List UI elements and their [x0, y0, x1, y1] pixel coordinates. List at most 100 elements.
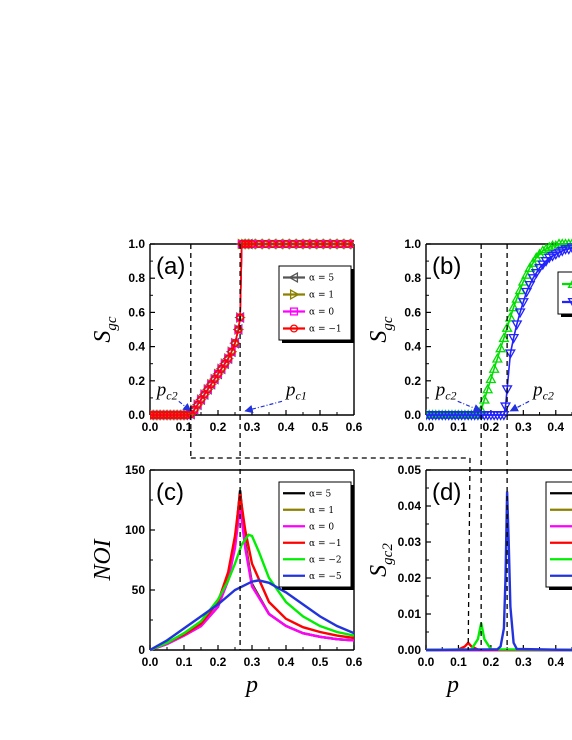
data-point	[230, 339, 240, 348]
data-point	[527, 274, 539, 284]
x-tick-label: 0.0	[418, 420, 435, 434]
series-line	[150, 493, 354, 652]
annotation-sub: c2	[543, 388, 554, 402]
annotation-label: pc2	[434, 379, 457, 402]
y-tick-label: 0.00	[398, 643, 422, 657]
x-tick-label: 0.3	[515, 655, 532, 669]
legend-label: α= 5	[309, 489, 331, 499]
y-tick-label: 0.6	[404, 305, 421, 319]
y-axis-label-sub: gc2	[380, 543, 396, 565]
series-line	[150, 533, 354, 652]
legend-label: α = 5	[309, 274, 334, 284]
series-line	[150, 243, 354, 416]
legend-marker	[289, 324, 299, 333]
y-axis-label-main: S	[90, 331, 116, 343]
x-tick-label: 0.1	[176, 655, 193, 669]
legend-marker	[289, 288, 300, 301]
x-axis-label: p	[244, 672, 258, 698]
y-tick-label: 0.2	[404, 374, 421, 388]
data-point	[540, 257, 552, 267]
panel-label: (b)	[432, 253, 461, 280]
y-axis-label-main: S	[366, 331, 392, 343]
panel-d: 0.0 0.1 0.2 0.3 0.4 0.00 0.01 0.02 0.03 0.04 0.05 S…	[366, 463, 572, 698]
legend: α = 5 α = 1 α = 0 α = −1	[278, 265, 354, 343]
x-tick-label: 0.3	[244, 655, 261, 669]
y-axis-label-main: NOI	[90, 538, 116, 581]
y-tick-label: 0.05	[398, 463, 422, 477]
data-point	[537, 260, 549, 271]
data-point	[478, 393, 490, 404]
legend	[545, 481, 572, 590]
y-tick-label: 0.0	[404, 408, 421, 422]
data-point	[485, 373, 497, 384]
data-point	[234, 325, 243, 334]
y-tick-label: 1.0	[404, 237, 421, 251]
annotation-arrow	[244, 400, 283, 414]
panel-label: (d)	[432, 479, 461, 506]
x-tick-label: 0.4	[278, 655, 295, 669]
annotation-main: p	[531, 379, 543, 400]
legend-label: α = 1	[309, 506, 334, 516]
x-tick-label: 0.1	[450, 655, 467, 669]
y-tick-label: 0.6	[128, 305, 145, 319]
y-tick-label: 0.03	[398, 535, 422, 549]
y-axis-label: NOI	[90, 538, 116, 581]
data-point	[530, 269, 542, 279]
y-tick-label: 0.04	[398, 499, 422, 513]
y-tick-label: 0.4	[128, 340, 145, 354]
annotation-sub: c2	[166, 388, 177, 402]
data-point	[508, 333, 520, 344]
annotation-arrow	[457, 400, 482, 412]
x-tick-label: 0.4	[278, 420, 295, 434]
data-point	[511, 320, 523, 331]
data-point	[543, 241, 555, 252]
data-point	[498, 332, 510, 343]
x-tick-label: 0.4	[547, 420, 564, 434]
data-point	[508, 301, 520, 312]
x-tick-label: 0.3	[515, 420, 532, 434]
data-point	[504, 311, 516, 322]
panel-label: (a)	[156, 253, 185, 280]
guide-line-d-red	[467, 457, 471, 651]
panel-c: 0.0 0.1 0.2 0.3 0.4 0.5 0.6 0 50 100 150 NOI p (c) α= …	[90, 463, 363, 698]
series-line	[150, 579, 354, 652]
annotation-arrow	[178, 400, 192, 412]
y-tick-label: 0.01	[398, 607, 422, 621]
data-point	[224, 354, 233, 363]
x-tick-label: 0.6	[346, 655, 363, 669]
series-line	[426, 622, 572, 652]
data-point	[426, 410, 432, 421]
series-group	[150, 238, 354, 421]
data-point	[227, 347, 236, 356]
x-tick-label: 0.1	[176, 420, 193, 434]
y-axis-label: Sgc	[90, 316, 120, 343]
legend-label: α = 1	[309, 291, 334, 301]
data-point	[498, 410, 510, 421]
y-tick-label: 0.0	[128, 408, 145, 422]
guide-lines	[190, 244, 508, 651]
y-axis-label: Sgc	[366, 316, 396, 343]
annotation-main: p	[284, 379, 296, 400]
data-point	[349, 239, 354, 249]
legend-marker	[567, 280, 572, 289]
x-tick-label: 0.6	[346, 420, 363, 434]
x-tick-label: 0.1	[450, 420, 467, 434]
y-axis-label-sub: gc	[104, 316, 120, 331]
legend-label: α = 0	[309, 522, 334, 532]
data-point	[534, 263, 546, 274]
legend-box	[545, 481, 572, 588]
data-point	[521, 287, 533, 298]
annotation-sub: c2	[445, 388, 456, 402]
x-tick-label: 0.4	[547, 655, 564, 669]
x-tick-label: 0.2	[483, 420, 500, 434]
data-point	[524, 262, 536, 272]
series-group	[426, 238, 572, 421]
panel-b: 0.0 0.1 0.2 0.3 0.4 0.0 0.2 0.4 0.6 0.8 1.0 Sgc (b) p…	[366, 237, 572, 434]
x-tick-label: 0.0	[142, 655, 159, 669]
panel-a: 0.0 0.1 0.2 0.3 0.4 0.5 0.6 0.0 0.2 0.4 0.6 0.8 1.0 S…	[90, 237, 363, 434]
x-tick-label: 0.2	[210, 420, 227, 434]
legend-box	[278, 481, 352, 588]
y-axis-label: Sgc2	[366, 543, 396, 577]
legend-marker	[289, 307, 299, 316]
